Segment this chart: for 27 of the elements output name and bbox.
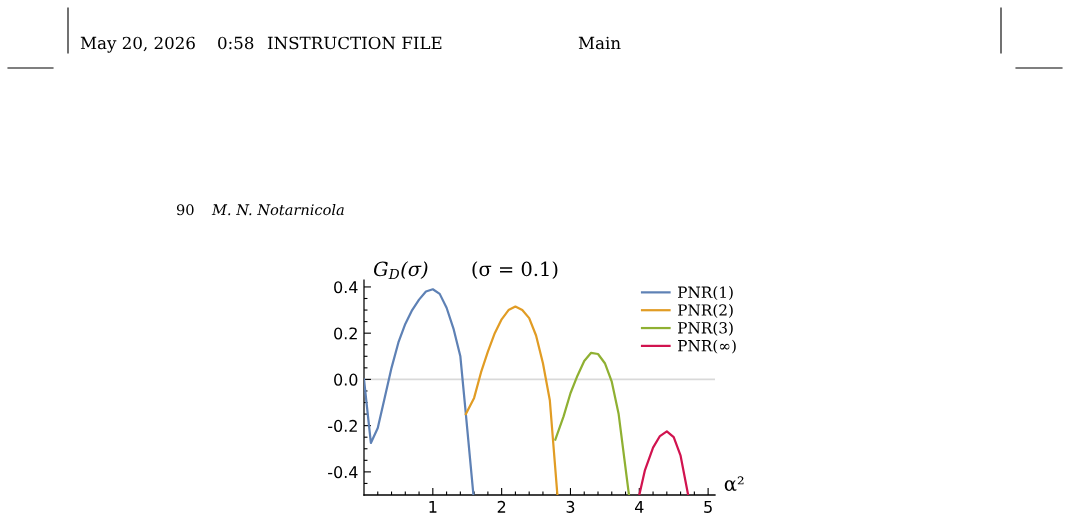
line-series [464,305,559,495]
line-series [638,430,690,495]
y-tick-label: -0.2 [328,419,357,432]
legend-label: PNR(2) [678,303,733,318]
x-tick-label: 2 [497,500,506,513]
y-tick-label: -0.4 [328,466,358,479]
x-tick-label: 3 [566,500,575,513]
y-tick-label: 0.2 [334,327,357,340]
text: M. N. Notarnicola [211,203,344,216]
x-axis-title: α² [724,476,744,491]
y-tick-label: 0.4 [334,281,358,294]
x-tick-label: 5 [704,501,712,513]
text: May 20, 2026 [80,36,195,53]
text: Main [578,36,621,50]
chart-title: (σ = 0.1) [472,261,558,279]
legend-label: PNR(3) [678,321,733,336]
text: 90 [176,204,194,216]
y-axis-title: G$_{D}$(σ) [373,261,428,279]
line-series [554,351,631,495]
legend-label: PNR(∞) [678,339,736,354]
x-tick-label: 1 [429,501,437,513]
line-series [364,288,475,495]
x-tick-label: 4 [634,501,644,513]
text: INSTRUCTION FILE [267,36,442,50]
text: 0:58 [218,36,254,50]
legend-label: PNR(1) [678,286,733,301]
y-tick-label: 0.0 [334,373,358,386]
